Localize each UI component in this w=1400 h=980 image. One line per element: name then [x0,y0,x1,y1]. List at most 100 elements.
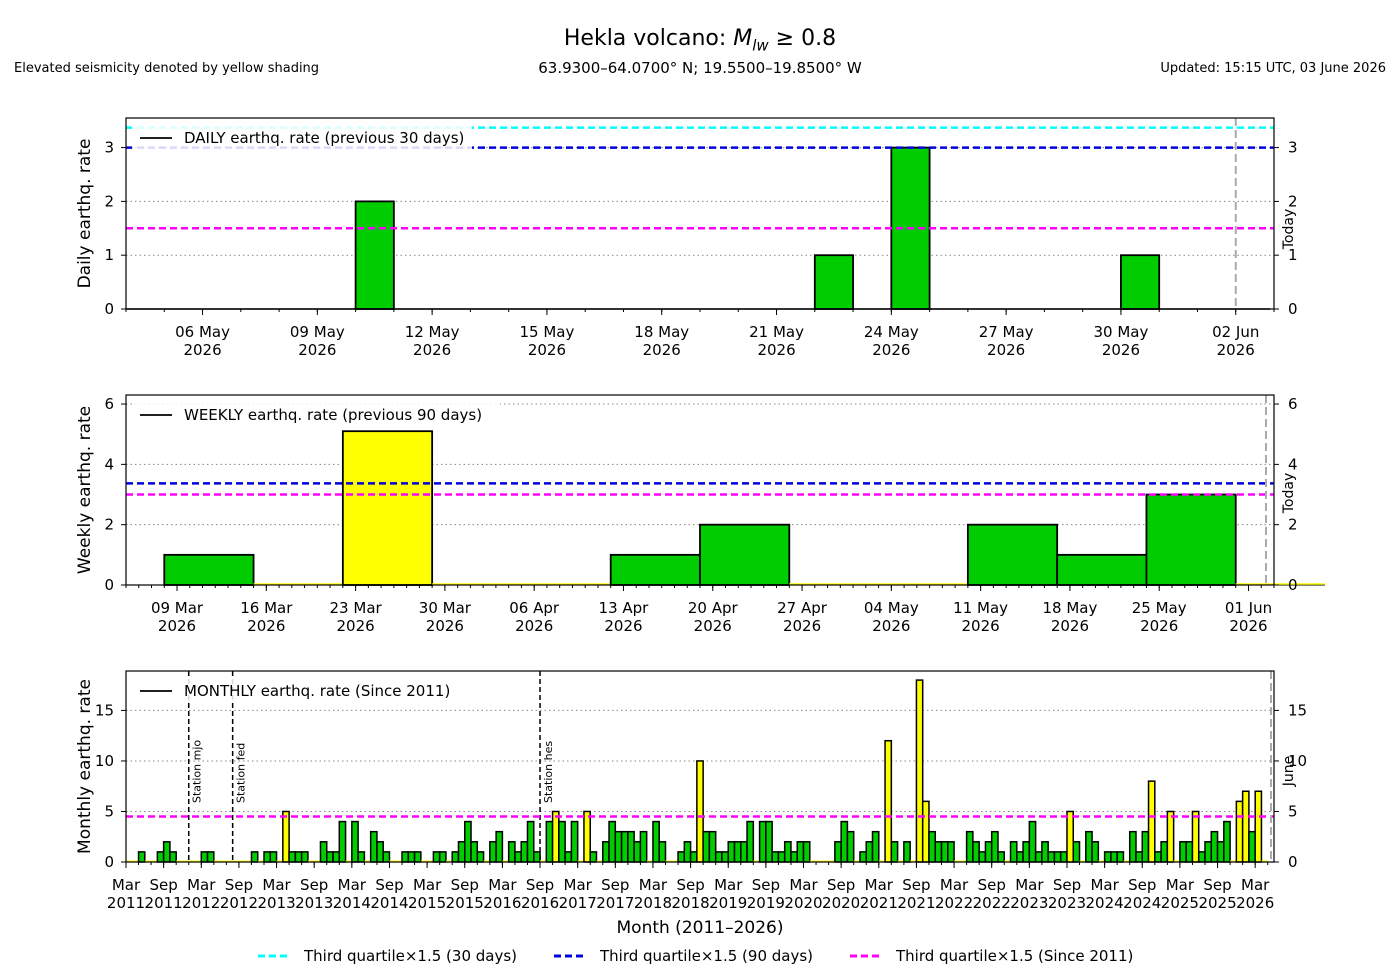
xtick-label: 18 May [1042,599,1097,617]
xtick-label-year: 2025 [1198,894,1236,912]
xtick-label-year: 2026 [1140,617,1178,635]
xtick-label: 12 May [405,323,460,341]
monthly-bar [357,851,366,863]
legend-box [132,401,500,427]
monthly-bar [1110,851,1118,863]
monthly-bar [984,841,993,863]
ytick-label: 2 [104,192,114,210]
monthly-bar [884,739,893,863]
monthly-bar [802,841,811,863]
monthly-bar [156,851,165,863]
xtick-label: Sep [827,876,855,894]
xtick-label: Sep [1203,876,1231,894]
y-axis-label: Weekly earthq. rate [75,406,95,574]
monthly-bar [702,830,711,863]
weekly-bar [699,523,791,586]
ytick-label: 4 [1288,455,1298,473]
xtick-label-year: 2019 [747,894,785,912]
xtick-label: Mar [639,876,668,894]
xtick-label-year: 2026 [1051,617,1089,635]
xtick-label: Mar [865,876,894,894]
monthly-bar [1191,810,1200,863]
monthly-bar [846,830,855,863]
xtick-label-year: 2023 [1010,894,1048,912]
xtick-label: Mar [187,876,216,894]
monthly-bar [401,851,410,863]
monthly-bar [351,820,359,863]
xtick-label-year: 2026 [183,341,221,359]
monthly-bar [376,841,384,863]
xtick-label-year: 2025 [1161,894,1199,912]
monthly-bar [765,820,773,863]
xtick-label-year: 2013 [295,894,333,912]
xtick-label: 04 May [864,599,919,617]
ytick-label: 2 [1288,516,1298,534]
xtick-label-year: 2018 [634,894,672,912]
xtick-label: Mar [112,876,141,894]
xtick-label: Sep [451,876,479,894]
xtick-label-year: 2022 [973,894,1011,912]
monthly-bar [282,810,290,863]
xtick-label-year: 2012 [182,894,220,912]
ytick-label: 6 [104,395,114,413]
monthly-bar [162,841,171,863]
chart-panel-3: Station mjo Station fed Station hes June Mon… [75,670,1297,868]
xtick-label: Mar [940,876,969,894]
xtick-label-year: 2021 [860,894,898,912]
ytick-label: 0 [1288,300,1298,318]
xtick-label: 27 May [979,323,1034,341]
xtick-label: 06 Apr [509,599,560,617]
xtick-label-year: 2022 [935,894,973,912]
monthly-bar [1254,790,1263,863]
monthly-bar [1091,841,1100,863]
monthly-bar [1204,841,1213,863]
xtick-label-year: 2023 [1048,894,1086,912]
monthly-bar [495,830,504,863]
xtick-label: Mar [1241,876,1270,894]
monthly-bar [570,820,579,863]
monthly-bar [714,851,723,863]
monthly-bar [746,820,755,863]
monthly-bar [708,830,717,863]
monthly-bar [1066,810,1075,863]
xtick-label: Sep [978,876,1006,894]
xtick-label-year: 2026 [413,341,451,359]
xtick-label-year: 2021 [897,894,935,912]
xtick-label-year: 2013 [257,894,295,912]
monthly-bar [1160,841,1169,863]
ytick-label: 3 [1288,139,1298,157]
monthly-bar [1041,841,1049,863]
xtick-label: Sep [902,876,930,894]
weekly-bar [966,523,1059,586]
ytick-label: 2 [104,516,114,534]
monthly-bar [990,830,999,863]
monthly-bar [1016,851,1024,863]
monthly-bar [294,851,303,863]
monthly-bar [633,841,642,863]
monthly-bar [620,830,629,863]
monthly-bar [947,841,955,863]
xtick-label-year: 2024 [1123,894,1161,912]
monthly-bar [589,851,598,863]
ytick-label: 4 [104,455,114,473]
monthly-bar [338,820,347,863]
shading-note: Elevated seismicity denoted by yellow sh… [14,61,320,76]
legend-label-threshold: Third quartile×1.5 (30 days) [303,947,517,965]
xtick-label: 23 Mar [330,599,383,617]
monthly-bar [526,820,535,863]
station-label: Station hes [542,741,555,803]
monthly-bar [325,851,334,863]
monthly-bar [627,830,635,863]
monthly-bar [407,851,416,863]
x-axis-label: Month (2011–2026) [617,918,784,938]
monthly-bar [520,841,529,863]
xtick-label: 01 Jun [1225,599,1272,617]
xtick-label: 25 May [1132,599,1187,617]
daily-bar [1120,254,1161,310]
monthly-bar [489,841,497,863]
ytick-label: 0 [1288,853,1298,871]
monthly-bar [1248,830,1256,863]
updated-timestamp: Updated: 15:15 UTC, 03 June 2026 [1160,61,1386,76]
xtick-label-year: 2026 [694,617,732,635]
monthly-bar [727,841,736,863]
